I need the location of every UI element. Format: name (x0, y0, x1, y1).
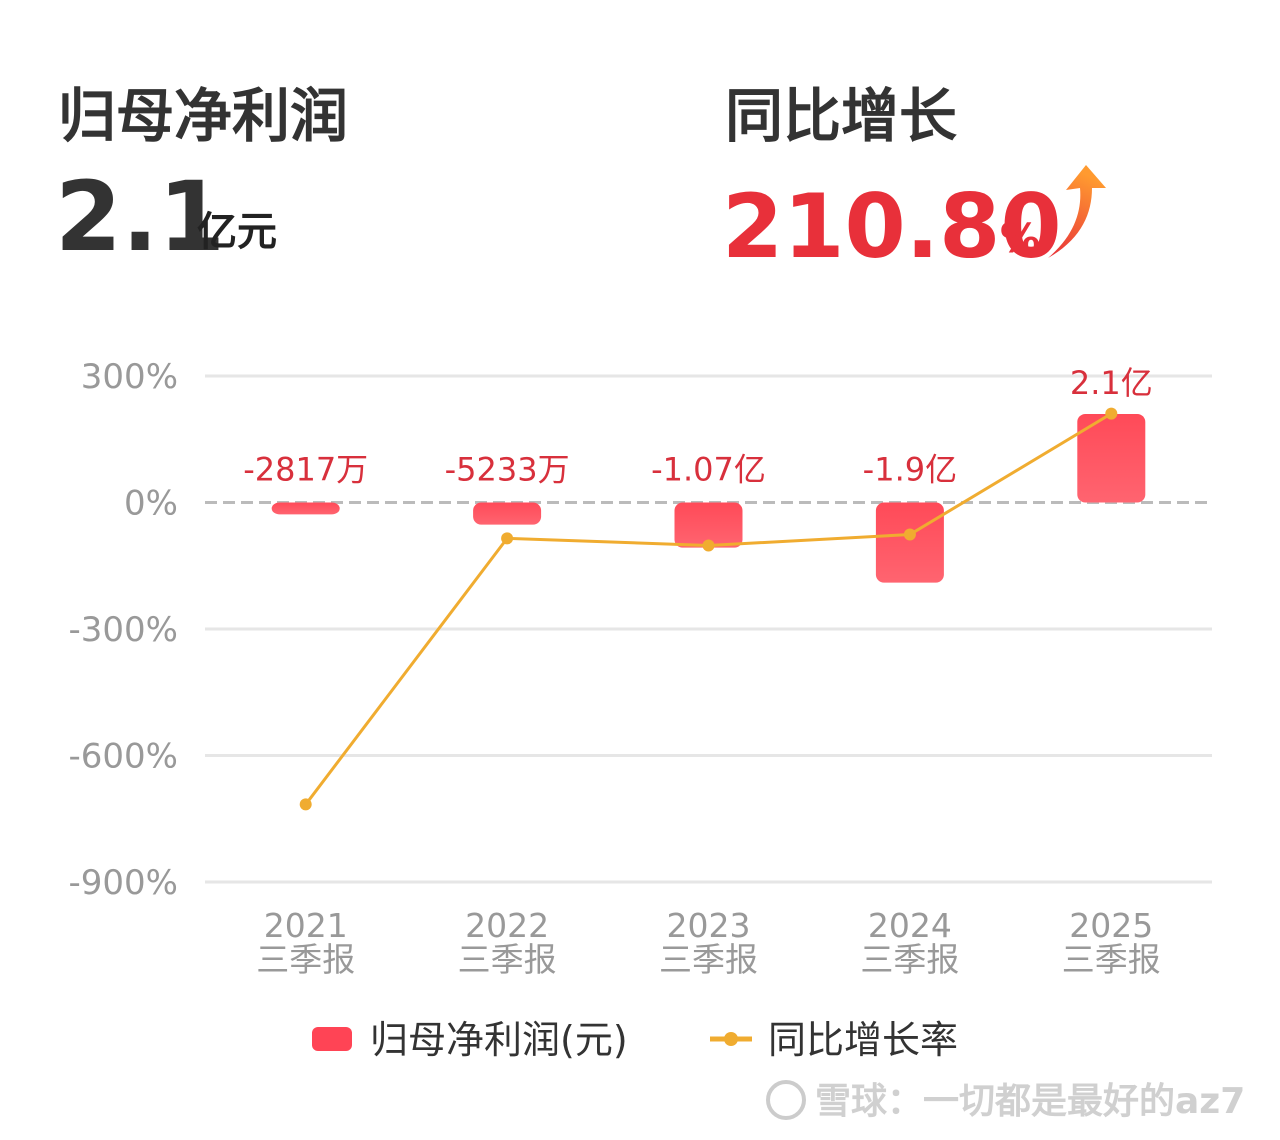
legend-swatch-dot (724, 1032, 738, 1046)
line-point (1105, 407, 1118, 420)
right-unit: % (1000, 216, 1040, 262)
legend-label: 同比增长率 (768, 1018, 958, 1062)
y-tick-label: -300% (69, 610, 178, 650)
bar (875, 502, 944, 583)
x-tick-label: 三季报 (659, 940, 758, 979)
bar-value-label: -1.07亿 (651, 451, 766, 489)
bar (674, 502, 743, 548)
bar (271, 502, 340, 515)
left-unit: 亿元 (197, 209, 277, 255)
x-tick-label: 2024 (868, 906, 952, 945)
x-tick-label: 三季报 (1062, 940, 1161, 979)
legend-label: 归母净利润(元) (370, 1018, 628, 1062)
y-tick-label: -600% (69, 737, 178, 777)
x-tick-label: 三季报 (256, 940, 355, 979)
bar-value-label: -5233万 (445, 451, 570, 489)
y-tick-label: 300% (81, 357, 178, 397)
bar-value-label: -2817万 (243, 451, 368, 489)
watermark: 雪球：一切都是最好的az7 (766, 1080, 1245, 1122)
line-point (299, 798, 312, 811)
line-point (702, 539, 715, 552)
legend-swatch (312, 1027, 352, 1051)
left-title: 归母净利润 (58, 82, 348, 150)
bar (473, 502, 542, 525)
right-value: 210.80 (722, 175, 1062, 278)
x-tick-label: 2022 (465, 906, 549, 945)
line-point (501, 532, 514, 545)
x-tick-label: 2025 (1069, 906, 1153, 945)
y-tick-label: 0% (124, 484, 178, 524)
x-tick-label: 2023 (667, 906, 751, 945)
up-arrow (1048, 165, 1106, 258)
bar (1077, 413, 1146, 503)
y-tick-label: -900% (69, 863, 178, 903)
left-value: 2.1 (55, 161, 225, 273)
watermark-logo (766, 1080, 806, 1120)
right-title: 同比增长 (725, 82, 957, 150)
x-tick-label: 三季报 (458, 940, 557, 979)
bar-value-label: -1.9亿 (863, 451, 957, 489)
x-tick-label: 三季报 (860, 940, 959, 979)
bar-value-label: 2.1亿 (1070, 364, 1153, 402)
x-tick-label: 2021 (264, 906, 348, 945)
watermark-text: 雪球：一切都是最好的az7 (815, 1081, 1245, 1122)
line-point (903, 528, 916, 541)
